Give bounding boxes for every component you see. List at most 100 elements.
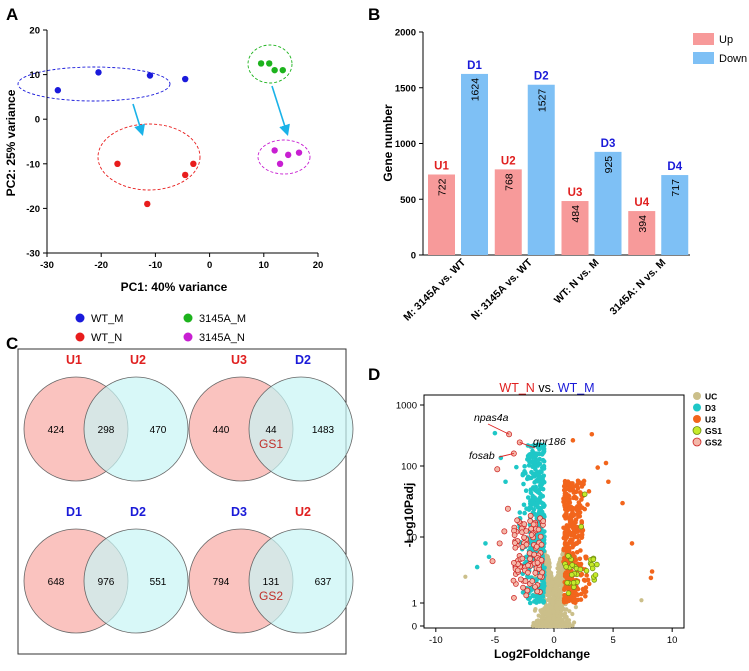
bar-category-label: M: 3145A vs. WT	[401, 256, 468, 323]
volcano-point-d3	[541, 444, 546, 449]
volcano-point-gs2	[510, 577, 517, 584]
volcano-point-uc	[536, 613, 541, 618]
volcano-point-gs2	[527, 512, 534, 519]
volcano-point-uc	[639, 598, 644, 603]
volcano-point-uc	[557, 562, 562, 568]
volcano-point-gs2	[538, 541, 545, 548]
volcano-x-tick-label: 5	[610, 635, 615, 646]
pca-point-wt-n	[144, 200, 151, 208]
volcano-point-u3	[578, 591, 584, 597]
pca-point-wt-n	[190, 160, 197, 167]
volcano-point-gs2	[527, 555, 533, 562]
pca-x-tick-label: 0	[207, 260, 212, 271]
volcano-point-u3	[581, 478, 587, 484]
volcano-point-uc	[556, 580, 561, 585]
volcano-point-u3	[570, 537, 575, 543]
pca-point-3145a-n	[284, 151, 292, 159]
volcano-point-u3	[568, 517, 574, 522]
venn-right-set-label: U2	[295, 505, 311, 519]
volcano-point-u3	[562, 592, 567, 598]
volcano-point-gs2	[494, 466, 501, 473]
volcano-x-axis-title: Log2Foldchange	[494, 647, 590, 661]
volcano-point-u3	[583, 556, 589, 561]
pca-point-3145a-m	[257, 60, 265, 67]
volcano-point-d3	[541, 600, 546, 605]
pca-y-tick-label: 0	[35, 115, 40, 126]
volcano-point-uc	[551, 609, 556, 614]
venn-left-set-label: D1	[66, 505, 82, 519]
volcano-gene-label: gpr186	[533, 436, 566, 448]
bar-y-tick-label: 1500	[395, 83, 416, 94]
volcano-point-gs2	[514, 517, 520, 524]
volcano-point-u3	[567, 505, 573, 510]
volcano-point-d3	[474, 564, 480, 570]
volcano-point-gs2	[511, 595, 517, 601]
volcano-point-d3	[531, 593, 536, 599]
venn-diagram-1: U1 U2 424 298 470	[23, 353, 189, 482]
bar-legend-swatch-up	[693, 33, 714, 45]
volcano-point-u3	[579, 484, 585, 489]
volcano-point-u3	[561, 598, 567, 603]
volcano-point-d3	[528, 505, 534, 511]
pca-x-tick-label: -10	[149, 260, 163, 271]
volcano-point-d3	[535, 500, 540, 506]
volcano-point-d3	[523, 488, 529, 494]
venn-left-set-label: U1	[66, 353, 82, 367]
pca-point-3145a-n	[295, 149, 303, 156]
volcano-point-d3	[525, 574, 531, 580]
volcano-point-d3	[525, 474, 531, 480]
bar-legend-label-down: Down	[719, 53, 747, 65]
bar-legend-label-up: Up	[719, 34, 733, 46]
volcano-point-gs2	[519, 555, 526, 562]
volcano-point-uc	[572, 620, 577, 625]
volcano-point-uc	[555, 566, 560, 571]
bar-group-label: U3	[568, 187, 583, 199]
volcano-point-uc	[546, 558, 551, 563]
volcano-point-u3	[563, 528, 569, 534]
panel-letter-a: A	[6, 5, 18, 24]
volcano-point-gs1	[565, 590, 572, 596]
volcano-point-u3	[629, 541, 635, 546]
volcano-point-u3	[580, 586, 586, 592]
volcano-point-gs2	[522, 578, 529, 584]
volcano-point-d3	[522, 510, 527, 516]
volcano-point-gs1	[583, 568, 590, 574]
volcano-point-gs2	[540, 518, 547, 525]
volcano-point-d3	[540, 476, 545, 482]
volcano-point-uc	[547, 564, 552, 569]
volcano-title: WT_N vs. WT_M	[499, 381, 594, 395]
volcano-point-u3	[571, 596, 576, 602]
volcano-point-gs1	[589, 565, 596, 572]
volcano-point-gs1	[577, 566, 584, 573]
volcano-point-gs2	[489, 558, 496, 565]
volcano-point-gs2	[521, 521, 528, 527]
volcano-point-gs2	[531, 551, 538, 558]
volcano-point-u3	[606, 479, 611, 485]
venn-overlap-label: GS1	[259, 437, 283, 451]
volcano-y-tick-label: 10	[406, 533, 417, 544]
venn-right-count: 470	[150, 425, 167, 436]
pca-y-tick-label: -20	[26, 204, 40, 215]
volcano-point-d3	[517, 510, 523, 515]
volcano-point-uc	[545, 605, 550, 610]
venn-right-circle	[248, 376, 354, 482]
bar-value-label: 484	[570, 205, 582, 223]
volcano-point-u3	[567, 488, 573, 493]
bar-value-label: 722	[437, 178, 449, 196]
volcano-y-tick-label: 100	[401, 462, 417, 473]
volcano-point-d3	[542, 565, 547, 571]
volcano-point-u3	[562, 573, 568, 579]
volcano-point-d3	[492, 430, 498, 436]
pca-point-3145a-m	[279, 66, 286, 74]
arrow-wt	[132, 103, 145, 137]
bar-value-label: 1624	[470, 78, 482, 102]
venn-overlap-count: 44	[265, 425, 277, 436]
volcano-point-u3	[570, 438, 576, 443]
pca-legend-marker-3145a-n	[183, 332, 193, 342]
volcano-point-u3	[570, 481, 575, 486]
panel-letter-b: B	[368, 5, 380, 24]
volcano-point-gs2	[504, 505, 511, 512]
pca-point-wt-m	[182, 75, 189, 83]
volcano-point-gs2	[535, 526, 542, 533]
